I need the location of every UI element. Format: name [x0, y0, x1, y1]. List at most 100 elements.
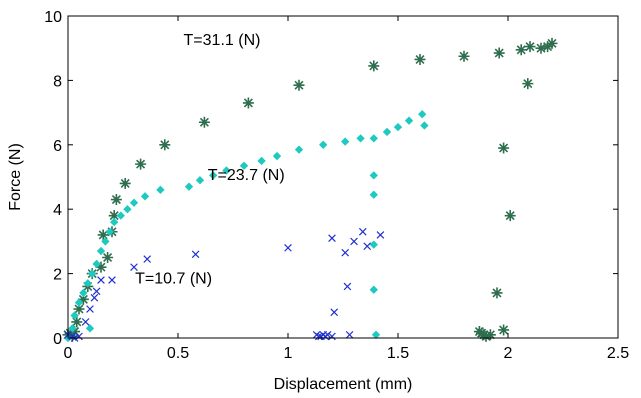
x-marker	[191, 250, 200, 259]
y-tick-label: 4	[53, 202, 62, 219]
star-marker	[108, 210, 120, 222]
annotation-label: T=31.1 (N)	[184, 32, 261, 49]
star-marker	[97, 229, 109, 241]
x-marker	[343, 282, 352, 291]
diamond-marker	[239, 161, 249, 170]
series-x	[64, 227, 385, 342]
x-marker	[284, 244, 292, 252]
annotation-label: T=10.7 (N)	[135, 270, 212, 287]
x-tick-label: 0	[64, 345, 73, 362]
x-tick-label: 2.5	[607, 345, 629, 362]
series-diamond	[63, 110, 429, 343]
diamond-marker	[195, 176, 205, 185]
diamond-marker	[222, 166, 231, 175]
x-tick-label: 2	[504, 345, 513, 362]
star-marker	[515, 44, 527, 56]
star-marker	[242, 97, 254, 109]
y-tick-label: 6	[53, 138, 62, 155]
diamond-marker	[96, 246, 106, 256]
star-marker	[535, 42, 547, 54]
y-tick-label: 8	[53, 73, 62, 90]
diamond-marker	[129, 198, 139, 207]
diamond-marker	[92, 259, 101, 269]
diamond-marker	[257, 156, 266, 166]
star-marker	[524, 41, 536, 53]
x-marker	[75, 332, 83, 341]
y-axis-label: Force (N)	[7, 143, 24, 211]
star-marker	[480, 330, 492, 342]
diamond-marker	[68, 324, 77, 333]
star-marker	[498, 324, 510, 336]
annotations: T=31.1 (N) T=23.7 (N) T=10.7 (N)	[135, 32, 285, 287]
star-marker	[458, 50, 470, 62]
diamond-marker	[319, 140, 328, 149]
x-marker	[108, 276, 116, 284]
diamond-marker	[105, 227, 114, 236]
y-tick-label: 10	[44, 9, 62, 26]
x-marker	[323, 330, 332, 339]
star-marker	[159, 139, 171, 151]
diamond-marker	[369, 240, 378, 249]
diamond-marker	[294, 145, 304, 154]
star-marker	[504, 210, 516, 222]
x-tick-label: 1	[284, 345, 293, 362]
diamond-marker	[209, 171, 218, 180]
diamond-marker	[79, 288, 88, 298]
x-marker	[376, 231, 385, 239]
diamond-marker	[356, 134, 365, 143]
x-marker	[143, 255, 152, 263]
x-marker	[92, 287, 101, 296]
y-tick-label: 0	[53, 331, 62, 348]
diamond-marker	[70, 311, 79, 320]
x-marker	[341, 248, 350, 257]
diamond-marker	[88, 269, 97, 278]
diamond-marker	[369, 285, 378, 294]
star-marker	[110, 194, 122, 206]
diamond-marker	[369, 171, 378, 180]
star-marker	[522, 78, 534, 90]
diamond-marker	[272, 151, 282, 161]
x-marker	[330, 308, 339, 317]
x-axis-label: Displacement (mm)	[274, 376, 413, 393]
star-marker	[198, 116, 210, 128]
star-marker	[546, 37, 558, 49]
diamond-marker	[116, 211, 125, 220]
diamond-marker	[83, 279, 92, 288]
diamond-marker	[404, 116, 414, 125]
star-marker	[542, 41, 554, 53]
diamond-marker	[184, 182, 194, 191]
y-tick-label: 2	[53, 267, 62, 284]
star-marker	[368, 60, 380, 72]
star-marker	[69, 326, 81, 338]
diamond-marker	[382, 127, 392, 137]
y-axis-ticks: 0 2 4 6 8 10	[44, 9, 618, 348]
x-axis-ticks: 0 0.5 1 1.5 2 2.5	[64, 16, 629, 362]
annotation-label: T=23.7 (N)	[208, 167, 285, 184]
diamond-marker	[110, 217, 119, 227]
x-marker	[90, 293, 99, 302]
star-marker	[498, 142, 510, 154]
x-marker	[97, 276, 105, 284]
diamond-marker	[369, 134, 378, 143]
star-marker	[414, 53, 426, 65]
x-marker	[81, 318, 90, 326]
star-marker	[293, 79, 305, 91]
diamond-marker	[393, 122, 403, 132]
diamond-marker	[123, 205, 132, 214]
x-marker	[358, 227, 367, 236]
x-marker	[350, 237, 358, 246]
star-marker	[102, 252, 114, 263]
star-marker	[491, 287, 503, 299]
x-marker	[86, 305, 94, 313]
star-marker	[73, 303, 85, 315]
star-marker	[71, 316, 83, 328]
star-marker	[135, 158, 147, 170]
star-marker	[119, 177, 131, 189]
diamond-marker	[341, 137, 350, 146]
x-marker	[328, 234, 336, 243]
star-marker	[484, 329, 496, 341]
star-marker	[77, 293, 89, 305]
diamond-marker	[74, 298, 84, 307]
star-marker	[493, 47, 505, 59]
